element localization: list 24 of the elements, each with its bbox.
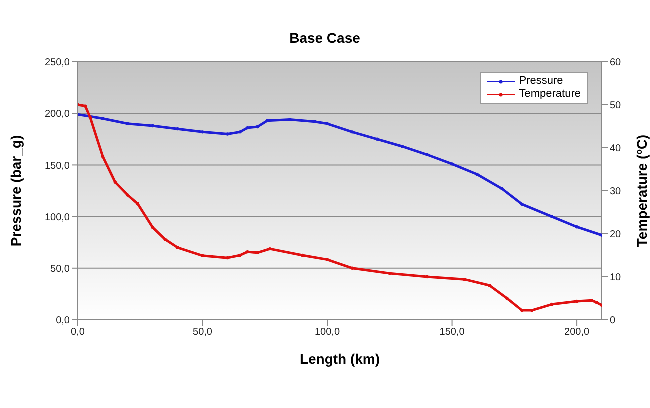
y-tick-label: 200,0 (44, 109, 70, 120)
y2-tick-label: 10 (610, 272, 622, 284)
legend-label: Temperature (519, 88, 581, 101)
y-tick-label: 0,0 (56, 316, 70, 327)
legend-label: Pressure (519, 75, 564, 88)
x-tick-label: 150,0 (440, 327, 466, 338)
x-tick-label: 100,0 (315, 327, 340, 338)
y2-tick-label: 30 (610, 186, 622, 198)
y-axis-title: Pressure (bar_g) (8, 135, 24, 247)
y2-tick-label: 50 (610, 100, 622, 112)
y2-tick-label: 20 (610, 230, 622, 241)
x-axis-title: Length (km) (300, 351, 380, 367)
x-tick-label: 200,0 (564, 327, 590, 338)
y2-tick-label: 0 (610, 316, 616, 327)
x-tick-label: 0,0 (71, 327, 86, 338)
y2-tick-label: 60 (610, 58, 622, 69)
y2-axis-title: Temperature (ºC) (634, 134, 650, 248)
y-tick-label: 250,0 (44, 58, 70, 69)
y2-tick-label: 40 (610, 144, 622, 155)
y-tick-label: 50,0 (50, 264, 70, 275)
y-tick-label: 150,0 (44, 160, 70, 172)
x-tick-label: 50,0 (193, 327, 213, 338)
chart-title: Base Case (288, 30, 362, 46)
y-tick-label: 100,0 (44, 212, 70, 224)
